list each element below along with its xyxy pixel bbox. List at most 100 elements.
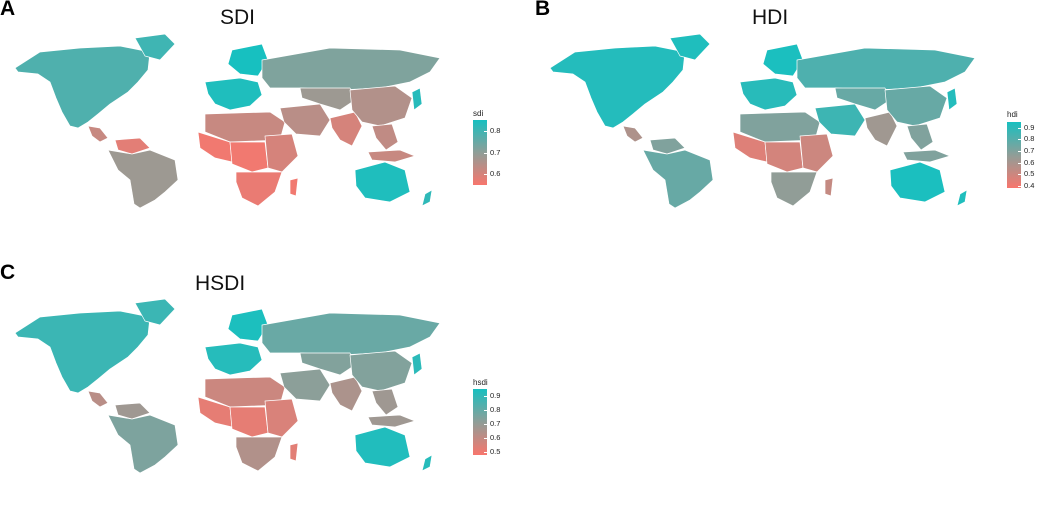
region-japan <box>946 87 958 111</box>
panel-title: HSDI <box>195 272 246 295</box>
legend-tick-mark <box>1018 185 1021 187</box>
region-east-africa <box>799 133 834 173</box>
region-greenland <box>134 298 176 326</box>
region-china <box>349 85 413 127</box>
region-south-america <box>642 149 714 209</box>
legend-tick-label: 0.4 <box>1024 180 1035 190</box>
region-venezuela <box>114 402 151 420</box>
legend-tick-label: 0.7 <box>490 147 501 157</box>
panel-letter: A <box>0 0 16 20</box>
region-south-asia <box>329 111 363 147</box>
region-japan <box>411 352 423 376</box>
region-venezuela <box>649 137 686 155</box>
legend-tick-mark <box>484 452 487 454</box>
region-middle-east <box>814 103 866 137</box>
region-greenland <box>134 33 176 61</box>
region-new-zealand <box>956 189 968 207</box>
legend-tick-label: 0.7 <box>490 419 501 429</box>
region-caribbean <box>87 125 109 143</box>
legend-tick-mark <box>1018 150 1021 152</box>
legend-tick-mark <box>484 424 487 426</box>
panel-letter: B <box>535 0 551 20</box>
region-indonesia <box>367 414 416 428</box>
region-russia <box>796 47 976 91</box>
panel-title: SDI <box>220 6 256 29</box>
legend-title: sdi <box>473 109 484 118</box>
panel-b: B HDI hdi 0.9 0.8 0.7 0.6 0.5 0.4 <box>530 0 1038 250</box>
region-southern-africa <box>235 171 283 207</box>
legend-tick-mark <box>1018 139 1021 141</box>
region-central-asia <box>299 352 356 376</box>
legend-tick-label: 0.8 <box>490 405 501 415</box>
region-caribbean <box>87 390 109 408</box>
region-europe-west <box>739 77 798 111</box>
region-south-america <box>107 149 179 209</box>
legend-tick-mark <box>1018 174 1021 176</box>
region-north-america <box>14 310 151 394</box>
region-venezuela <box>114 137 151 155</box>
legend-tick-label: 0.6 <box>1024 157 1035 167</box>
legend-title: hsdi <box>473 378 488 387</box>
region-central-asia <box>299 87 356 111</box>
region-south-asia <box>864 111 898 147</box>
world-map <box>14 33 441 209</box>
region-middle-east <box>279 103 331 137</box>
region-madagascar <box>289 442 299 462</box>
region-greenland <box>669 33 711 61</box>
region-east-africa <box>264 398 299 438</box>
legend-colorbar <box>473 389 487 455</box>
region-west-africa <box>732 131 768 163</box>
legend-tick-mark <box>484 152 487 154</box>
region-indonesia <box>367 149 416 163</box>
region-japan <box>411 87 423 111</box>
legend-title: hdi <box>1007 110 1018 119</box>
region-central-africa <box>764 141 804 173</box>
region-west-africa <box>197 396 233 428</box>
legend-tick-label: 0.8 <box>490 125 501 135</box>
region-west-africa <box>197 131 233 163</box>
legend-tick-label: 0.7 <box>1024 145 1035 155</box>
legend-tick-mark <box>484 174 487 176</box>
region-east-africa <box>264 133 299 173</box>
region-europe-west <box>204 77 263 111</box>
region-central-africa <box>229 141 269 173</box>
world-map <box>14 298 441 474</box>
legend-tick-mark <box>484 438 487 440</box>
legend-tick-mark <box>484 396 487 398</box>
region-south-america <box>107 414 179 474</box>
region-madagascar <box>824 177 834 197</box>
region-central-asia <box>834 87 891 111</box>
region-southeast-asia <box>371 388 399 416</box>
region-russia <box>261 312 441 356</box>
legend-tick-label: 0.9 <box>1024 122 1035 132</box>
region-north-america <box>549 45 686 129</box>
region-china <box>349 350 413 392</box>
world-map <box>549 33 976 209</box>
region-north-america <box>14 45 151 129</box>
region-new-zealand <box>421 454 433 472</box>
region-southern-africa <box>235 436 283 472</box>
region-middle-east <box>279 368 331 402</box>
region-south-asia <box>329 376 363 412</box>
region-new-zealand <box>421 189 433 207</box>
legend-tick-mark <box>1018 127 1021 129</box>
panel-c: C HSDI hsdi 0.9 0.8 0.7 0.6 0.5 <box>0 260 520 520</box>
legend-tick-label: 0.9 <box>490 391 501 401</box>
legend-tick-mark <box>1018 162 1021 164</box>
region-scandinavia <box>762 43 804 77</box>
legend-tick-mark <box>484 130 487 132</box>
region-southern-africa <box>770 171 818 207</box>
panel-title: HDI <box>752 6 789 29</box>
region-australia <box>354 161 411 203</box>
region-australia <box>889 161 946 203</box>
legend-tick-label: 0.5 <box>1024 169 1035 179</box>
region-australia <box>354 426 411 468</box>
region-europe-west <box>204 342 263 376</box>
region-southeast-asia <box>371 123 399 151</box>
region-central-africa <box>229 406 269 438</box>
legend-tick-label: 0.5 <box>490 447 501 457</box>
panel-a: A SDI sdi 0.8 0.7 0.6 <box>0 0 520 250</box>
region-russia <box>261 47 441 91</box>
region-southeast-asia <box>906 123 934 151</box>
region-madagascar <box>289 177 299 197</box>
